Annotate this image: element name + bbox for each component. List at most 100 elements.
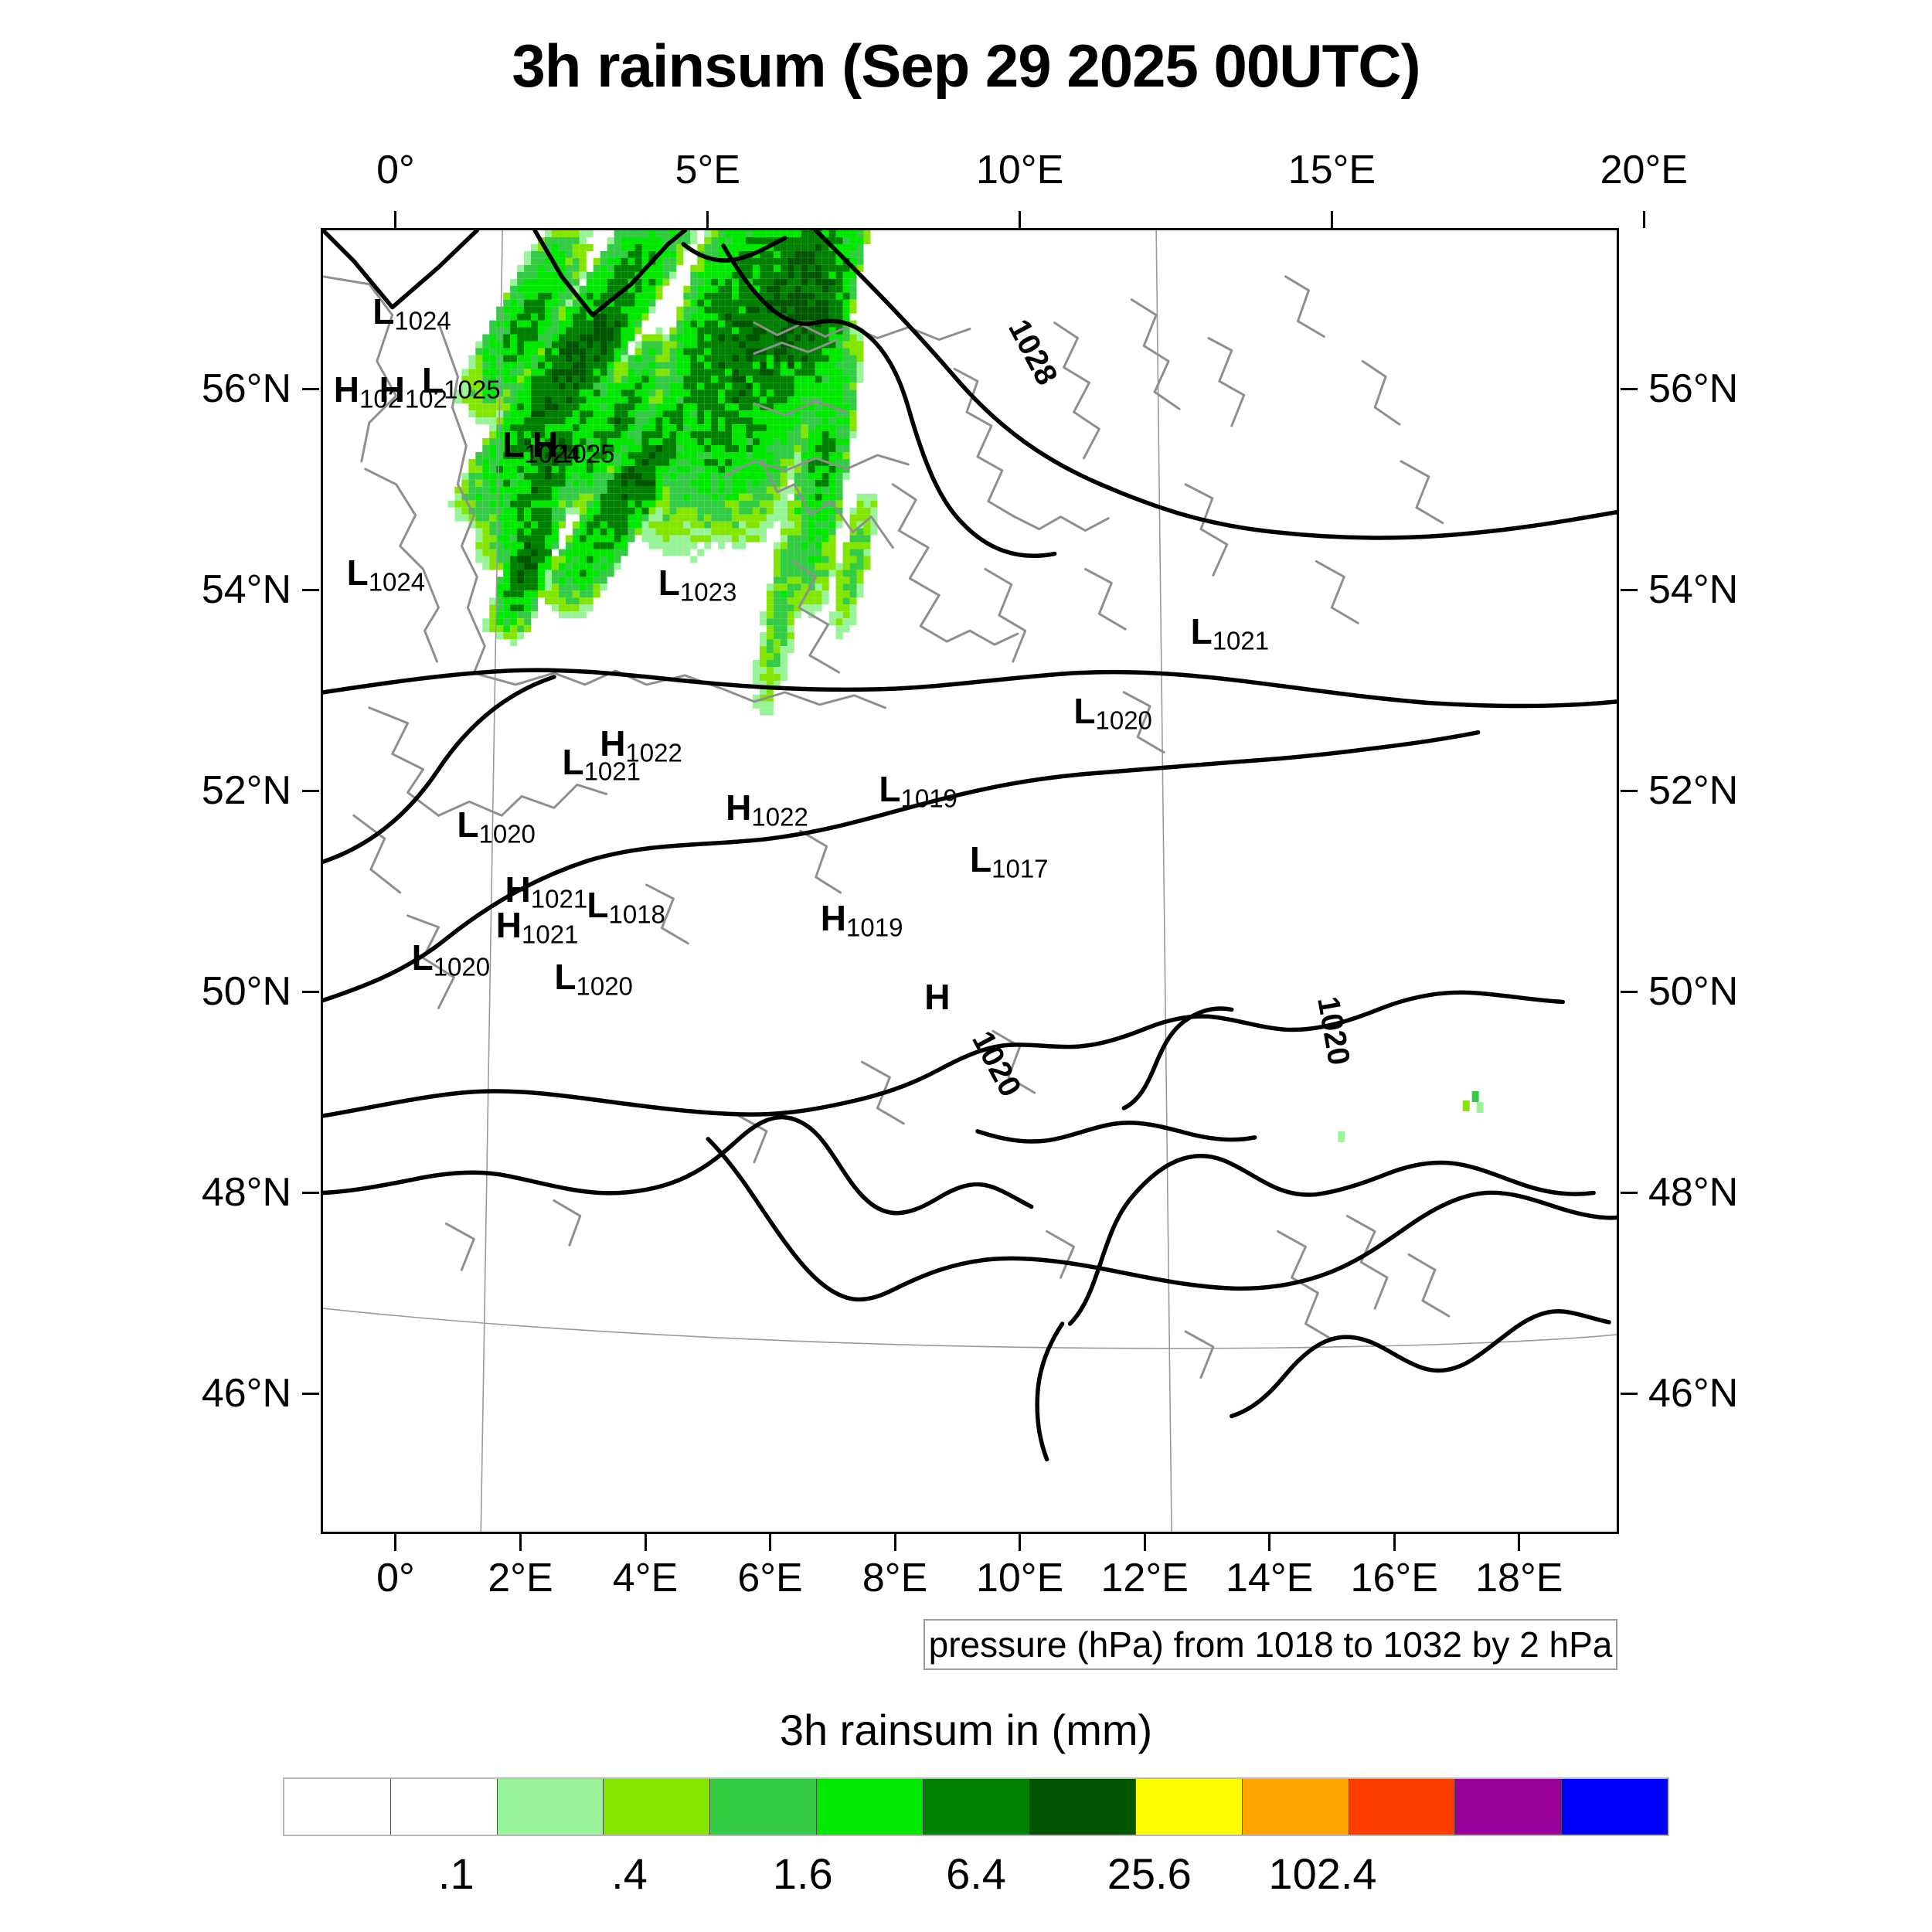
axis-tick-top-2: [1019, 211, 1022, 228]
axis-tick-label-left-4: 48°N: [201, 1170, 291, 1215]
pressure-marker-type: H: [924, 976, 951, 1017]
axis-tick-bottom-6: [1143, 1534, 1146, 1551]
pressure-marker-h-5: H1025: [532, 427, 615, 466]
axis-tick-label-right-3: 50°N: [1648, 969, 1739, 1014]
pressure-marker-h-10: H1022: [600, 726, 682, 765]
pressure-marker-value: 1021: [522, 920, 579, 949]
pressure-marker-type: L: [970, 839, 992, 880]
pressure-marker-type: L: [554, 957, 577, 998]
pressure-marker-value: 1021: [530, 884, 588, 913]
pressure-marker-value: 1020: [478, 818, 536, 848]
pressure-marker-h-17: H1021: [496, 907, 579, 947]
pressure-marker-l-14: L1020: [457, 807, 536, 846]
axis-tick-bottom-9: [1518, 1534, 1521, 1551]
pressure-marker-type: L: [879, 769, 901, 810]
axis-tick-label-right-2: 52°N: [1648, 768, 1739, 813]
pressure-marker-value: 1021: [583, 756, 641, 785]
pressure-marker-l-8: L1021: [1191, 614, 1270, 653]
axis-tick-left-1: [302, 588, 319, 591]
colorbar-cell-0[interactable]: [284, 1779, 391, 1835]
axis-tick-top-3: [1330, 211, 1333, 228]
pressure-marker-l-11: L1021: [562, 744, 641, 784]
colorbar-cell-4[interactable]: [710, 1779, 817, 1835]
axis-tick-bottom-1: [519, 1534, 522, 1551]
axis-tick-label-top-3: 15°E: [1287, 148, 1376, 192]
axis-tick-label-top-2: 10°E: [975, 148, 1064, 192]
pressure-marker-type: L: [1190, 611, 1213, 651]
pressure-marker-h-15: H1021: [505, 872, 588, 911]
axis-tick-label-left-2: 52°N: [201, 768, 291, 813]
colorbar-cell-2[interactable]: [497, 1779, 604, 1835]
axis-tick-label-right-5: 46°N: [1648, 1371, 1739, 1416]
pressure-marker-type: H: [532, 423, 559, 464]
colorbar-cell-9[interactable]: [1242, 1779, 1349, 1835]
pressure-marker-value: 102: [404, 384, 447, 413]
colorbar-tick-labels: .1 .4 1.6 6.4 25.6 102.4: [283, 1849, 1669, 1903]
colorbar-cell-10[interactable]: [1349, 1779, 1456, 1835]
colorbar-cell-5[interactable]: [816, 1779, 923, 1835]
axis-tick-label-bottom-9: 18°E: [1475, 1556, 1563, 1600]
axis-tick-right-5: [1621, 1392, 1638, 1395]
pressure-marker-type: H: [495, 904, 522, 945]
isobar-contours: [323, 230, 1617, 1462]
axis-tick-label-right-4: 48°N: [1648, 1170, 1739, 1215]
pressure-marker-l-13: L1019: [879, 771, 957, 811]
precipitation-raster: [447, 230, 1484, 1142]
pressure-marker-value: 102: [359, 384, 403, 413]
colorbar-cell-1[interactable]: [390, 1779, 498, 1835]
colorbar-cell-7[interactable]: [1029, 1779, 1137, 1835]
colorbar-tick-label-1: .4: [611, 1849, 648, 1898]
pressure-marker-value: 1018: [608, 900, 665, 929]
pressure-marker-l-7: L1023: [658, 565, 737, 604]
pressure-marker-h-0: H102: [334, 372, 402, 411]
pressure-marker-type: L: [411, 937, 434, 978]
pressure-marker-type: L: [372, 291, 395, 332]
pressure-marker-l-3: L1024: [372, 294, 451, 333]
axis-tick-label-bottom-0: 0°: [376, 1556, 415, 1600]
pressure-legend-text: pressure (hPa) from 1018 to 1032 by 2 hP…: [928, 1624, 1613, 1665]
pressure-marker-l-19: L1017: [970, 842, 1049, 881]
pressure-marker-h-18: H1019: [821, 900, 903, 940]
axis-tick-label-bottom-2: 4°E: [612, 1556, 679, 1600]
axis-tick-label-right-0: 56°N: [1648, 366, 1739, 411]
pressure-marker-type: H: [820, 898, 847, 939]
colorbar-cell-11[interactable]: [1455, 1779, 1563, 1835]
colorbar-cell-12[interactable]: [1562, 1779, 1668, 1835]
axis-tick-left-5: [302, 1392, 319, 1395]
colorbar-cell-3[interactable]: [604, 1779, 711, 1835]
map-plot-area[interactable]: [321, 228, 1619, 1534]
pressure-marker-h-1: H102: [379, 372, 447, 411]
axis-tick-right-1: [1621, 588, 1638, 591]
colorbar-title: 3h rainsum in (mm): [779, 1706, 1153, 1754]
country-borders: [323, 275, 1451, 1379]
axis-tick-bottom-4: [893, 1534, 896, 1551]
axis-tick-label-left-0: 56°N: [201, 366, 291, 411]
axis-tick-label-bottom-6: 12°E: [1100, 1556, 1189, 1600]
pressure-marker-type: L: [562, 741, 584, 782]
pressure-marker-h-12: H1022: [726, 790, 808, 829]
pressure-marker-l-20: L1020: [412, 940, 491, 979]
pressure-marker-type: L: [1073, 690, 1096, 731]
pressure-marker-type: H: [333, 369, 360, 410]
colorbar-cell-6[interactable]: [923, 1779, 1030, 1835]
colorbar-tick-label-2: 1.6: [772, 1849, 833, 1898]
colorbar-cell-8[interactable]: [1136, 1779, 1243, 1835]
pressure-marker-type: L: [457, 804, 479, 845]
pressure-marker-type: L: [502, 423, 525, 464]
pressure-marker-l-2: L1025: [422, 362, 501, 402]
pressure-marker-value: 1017: [992, 854, 1049, 883]
page-title: 3h rainsum (Sep 29 2025 00UTC): [512, 32, 1420, 100]
axis-tick-label-top-0: 0°: [376, 148, 415, 192]
axis-tick-label-bottom-8: 16°E: [1350, 1556, 1438, 1600]
axis-tick-bottom-7: [1268, 1534, 1271, 1551]
colorbar[interactable]: [283, 1777, 1669, 1836]
pressure-marker-value: 1025: [444, 375, 501, 404]
graticule-lines: [323, 230, 1617, 1532]
pressure-marker-type: L: [422, 360, 444, 401]
pressure-marker-type: H: [505, 869, 531, 910]
axis-tick-top-0: [394, 211, 397, 228]
axis-tick-label-top-4: 20°E: [1600, 148, 1688, 192]
pressure-marker-value: 1024: [368, 566, 426, 596]
geography-overlay: [323, 230, 1617, 1532]
